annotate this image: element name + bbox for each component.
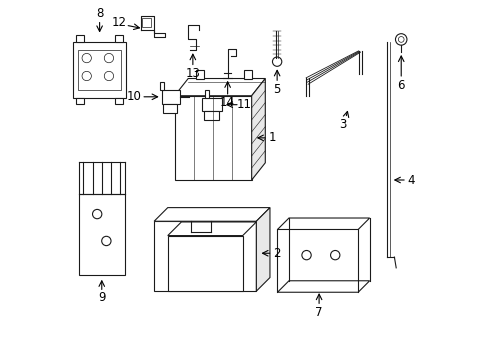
Text: 8: 8 xyxy=(96,8,103,21)
Bar xyxy=(167,235,242,291)
Text: 14: 14 xyxy=(220,96,235,109)
Bar xyxy=(115,36,122,42)
Bar xyxy=(163,104,176,113)
Text: 9: 9 xyxy=(98,291,105,304)
Text: 12: 12 xyxy=(111,16,126,29)
Polygon shape xyxy=(174,78,265,96)
Bar xyxy=(162,90,180,104)
Text: 1: 1 xyxy=(268,131,276,144)
Text: 11: 11 xyxy=(237,98,251,111)
Bar xyxy=(202,98,222,111)
Bar xyxy=(115,98,122,104)
Text: 2: 2 xyxy=(273,247,280,260)
Polygon shape xyxy=(167,222,256,235)
Text: 3: 3 xyxy=(339,118,346,131)
Bar xyxy=(76,98,83,104)
Text: 5: 5 xyxy=(273,83,280,96)
Bar xyxy=(204,111,218,120)
Bar xyxy=(76,36,83,42)
Bar xyxy=(174,96,251,180)
Bar xyxy=(160,82,164,90)
Bar xyxy=(204,90,209,98)
Text: 6: 6 xyxy=(397,79,404,92)
Text: 13: 13 xyxy=(185,67,200,80)
Bar xyxy=(73,42,126,98)
Polygon shape xyxy=(251,78,265,180)
Polygon shape xyxy=(154,208,269,221)
Polygon shape xyxy=(256,208,269,291)
Polygon shape xyxy=(277,218,369,229)
Bar xyxy=(78,50,121,90)
Bar xyxy=(154,221,256,291)
Text: 7: 7 xyxy=(315,306,322,319)
Bar xyxy=(244,69,251,78)
Bar xyxy=(196,69,203,78)
Text: 10: 10 xyxy=(126,90,141,103)
Bar xyxy=(79,194,124,275)
Polygon shape xyxy=(277,281,369,292)
Bar xyxy=(142,18,150,27)
Text: 4: 4 xyxy=(407,174,414,186)
